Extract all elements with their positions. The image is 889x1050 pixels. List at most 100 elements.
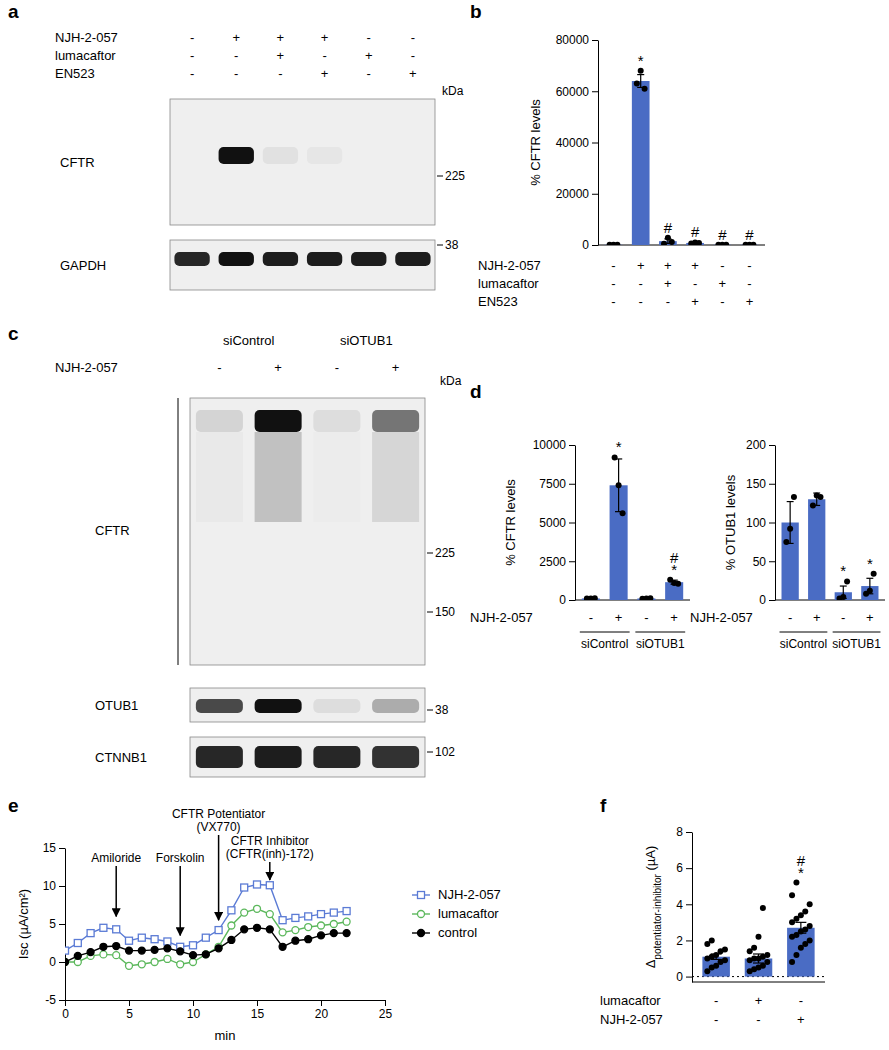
marker-unit: kDa [440,374,462,388]
treatment-sign: - [841,610,845,625]
annotation-arrow [218,835,220,920]
blot-membrane [190,737,425,777]
y-tick-label: 200 [746,438,766,452]
data-point [787,526,793,532]
bar-panel: d025005000750010000*#*% CFTR levelsNJH-2… [470,381,690,651]
y-tick-mark [769,561,775,562]
band [372,746,419,768]
data-point [164,955,171,962]
treatment-name: NJH-2-057 [600,1012,663,1027]
group-line [635,632,685,633]
data-point [592,595,598,600]
treatment-sign: - [589,610,593,625]
data-point [190,942,197,949]
x-tick-mark [257,1000,258,1006]
significance-mark: # [691,223,700,240]
band [255,746,302,768]
data-point [113,926,120,933]
treatment-sign: - [714,993,718,1008]
x-tick-label: 0 [62,1007,69,1021]
treatment-sign: + [691,258,699,273]
treatment-sign: + [392,360,400,375]
significance-mark: * [798,864,804,881]
y-tick: 80000 [556,33,598,47]
marker-label: 38 [445,238,459,252]
y-tick-label: 0 [582,238,589,252]
treatment-sign: + [755,993,763,1008]
data-point [151,936,158,943]
treatment-sign: + [277,48,285,63]
y-tick-label: 0 [559,593,566,607]
group-label: siOTUB1 [340,333,393,348]
treatment-sign: - [234,66,238,81]
band [307,147,342,164]
y-tick-label: 2500 [539,555,566,569]
treatment-sign: - [747,258,751,273]
data-point [266,882,273,889]
treatment-name: EN523 [478,294,518,309]
data-point [318,932,325,939]
band [395,252,430,266]
blot-membrane [170,99,435,225]
blot-panel: aNJH-2-057-+++--lumacaftor--+-+-EN523---… [8,1,465,290]
treatment-sign: - [411,30,415,45]
x-tick-mark [321,1000,322,1006]
y-tick-mark [769,600,775,601]
y-tick-mark [569,484,575,485]
data-point [764,959,770,965]
y-tick-label: 10000 [533,438,567,452]
data-point [867,588,873,594]
band [313,746,360,768]
blot-name: GAPDH [60,258,106,273]
band-smear [372,432,419,522]
significance-mark: * [867,555,873,572]
data-point [113,952,120,959]
data-point [202,934,209,941]
data-point [138,947,145,954]
y-tick-label: 50 [753,555,767,569]
blot-panel: csiControlsiOTUB1NJH-2-057-+-+kDaCFTR225… [8,323,462,777]
y-tick-mark [59,1000,65,1001]
group-label: siControl [581,637,628,651]
y-tick-label: -5 [45,993,56,1007]
data-point [305,913,312,920]
data-point [292,927,299,934]
group-label: siOTUB1 [636,637,685,651]
group-label: siOTUB1 [832,637,881,651]
y-axis: 020000400006000080000 [556,33,599,252]
marker-tick [427,553,433,554]
x-tick-label: 5 [126,1007,133,1021]
data-point [279,917,286,924]
bar [787,928,815,977]
bar-panel: 050100150200**% OTUB1 levelsNJH-2-057-+-… [690,438,885,651]
marker-tick [427,710,433,711]
y-tick-mark [569,561,575,562]
data-point [74,952,81,959]
treatment-name: NJH-2-057 [55,360,118,375]
y-axis-title-part: Δ [643,959,658,968]
error-bar-cap [840,585,847,586]
y-axis-line [598,41,599,246]
band-smear [255,432,302,522]
blot-bracket [178,398,179,665]
y-tick-mark [59,886,65,887]
data-point [318,911,325,918]
annotation-text: CFTR Potentiator [172,807,265,821]
data-point [783,539,789,545]
x-tick: 15 [251,1000,265,1021]
y-tick-mark [569,523,575,524]
y-tick: 50 [753,555,775,569]
y-axis-line [575,446,576,601]
treatment-sign: - [278,66,282,81]
treatment-sign: + [637,258,645,273]
series-line [65,884,347,950]
y-tick: 0 [49,955,65,969]
x-axis: 0510152025 [62,1000,392,1021]
y-axis-title-part: potentiator-inhibitor [652,873,663,959]
treatment-name: lumacaftor [600,993,661,1008]
figure: aNJH-2-057-+++--lumacaftor--+-+-EN523---… [0,0,889,1050]
y-tick: 5000 [539,516,575,530]
data-point [228,907,235,914]
group-line [833,632,881,633]
annotation-text: Amiloride [91,851,141,865]
